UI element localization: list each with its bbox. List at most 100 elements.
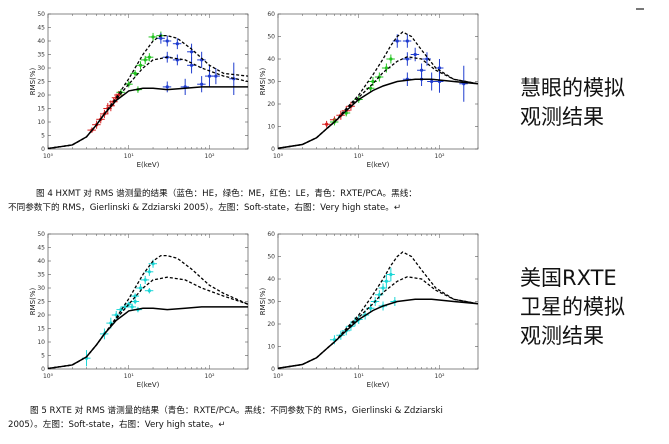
hxmt-title-line: 观测结果	[520, 105, 604, 129]
data-point	[147, 55, 151, 59]
data-point	[437, 66, 442, 70]
model-curve-solid	[48, 306, 248, 369]
x-tick-label: 10²	[204, 153, 215, 160]
hxmt-simulation-title: 慧眼的模拟 观测结果	[520, 74, 625, 132]
chart-svg-fig4-left: 0 5 10 15 20 25 30 35 40 45 50 10⁰ 10¹ 10² E(keV) RMS(%…	[29, 11, 249, 169]
data-point	[413, 52, 417, 57]
y-tick-label: 35	[37, 52, 45, 59]
data-point	[368, 306, 373, 310]
top-right-dash	[636, 8, 644, 10]
data-point	[189, 63, 194, 67]
data-point	[368, 86, 373, 90]
data-point	[143, 58, 147, 62]
fig5-caption-line: 2005）。左图：Soft-state，右图：Very high state。↵	[8, 420, 226, 430]
model-curve-dashed	[48, 56, 248, 149]
model-curve-solid	[48, 86, 248, 149]
data-point	[143, 278, 147, 282]
y-tick-label: 5	[41, 133, 45, 140]
y-tick-label: 45	[37, 25, 45, 32]
chart-panel-fig4-right: 0 10 20 30 40 50 60 10⁰ 10¹ 10² E(keV) RMS(%)	[258, 8, 488, 187]
data-point	[325, 122, 329, 126]
data-point	[207, 74, 212, 78]
data-point	[405, 57, 409, 61]
y-tick-label: 50	[37, 231, 45, 238]
model-curve-dashed	[278, 31, 478, 149]
data-point	[151, 35, 155, 39]
y-tick-label: 5	[41, 353, 45, 360]
y-tick-label: 50	[267, 34, 275, 41]
data-point	[138, 286, 143, 290]
chart-panel-fig5-right: 0 10 20 30 40 50 60 10⁰ 10¹ 10² E(keV) RMS(%)	[258, 228, 488, 407]
plot-frame	[47, 233, 249, 370]
y-tick-label: 20	[267, 321, 275, 328]
x-tick-label: 10¹	[354, 373, 365, 380]
data-point	[165, 85, 169, 89]
data-point	[419, 68, 424, 72]
x-axis-label: E(keV)	[367, 381, 390, 389]
fig4-caption: 图 4 HXMT 对 RMS 谱测量的结果（蓝色：HE，绿色：ME，红色：LE，…	[8, 187, 417, 215]
plot-area	[48, 31, 248, 149]
y-tick-label: 30	[37, 285, 45, 292]
y-tick-label: 40	[267, 56, 275, 63]
y-tick-label: 30	[267, 299, 275, 306]
model-curve-dashed	[48, 276, 248, 369]
y-tick-label: 50	[37, 11, 45, 18]
x-tick-label: 10⁰	[43, 373, 54, 380]
x-tick-label: 10⁰	[273, 153, 284, 160]
y-axis-label: RMS(%)	[259, 68, 267, 96]
y-tick-label: 30	[267, 79, 275, 86]
y-tick-label: 45	[37, 245, 45, 252]
data-point	[200, 82, 204, 86]
y-tick-label: 30	[37, 65, 45, 72]
x-tick-label: 10²	[204, 373, 215, 380]
chart-panel-fig4-left: 0 5 10 15 20 25 30 35 40 45 50 10⁰ 10¹ 10² E(keV) RMS(%…	[28, 8, 258, 187]
data-point	[430, 79, 434, 84]
data-point	[189, 50, 194, 54]
plot-area	[278, 251, 478, 369]
y-tick-label: 20	[267, 101, 275, 108]
chart-svg-fig5-left: 0 5 10 15 20 25 30 35 40 45 50 10⁰ 10¹ 10² E(keV) RMS(%…	[29, 231, 249, 389]
data-point	[405, 39, 409, 43]
y-tick-label: 0	[41, 146, 45, 153]
data-point	[389, 57, 393, 61]
rxte-title-line: 美国RXTE	[520, 266, 617, 290]
rxte-title-line: 卫星的模拟	[520, 295, 625, 319]
y-tick-label: 10	[267, 124, 275, 131]
model-curve-dashed	[278, 251, 478, 369]
data-point	[384, 279, 388, 283]
data-point	[165, 39, 169, 43]
plot-area	[278, 31, 478, 149]
chart-svg-fig4-right: 0 10 20 30 40 50 60 10⁰ 10¹ 10² E(keV) RMS(%)	[259, 11, 479, 169]
fig4-caption-line: 图 4 HXMT 对 RMS 谱测量的结果（蓝色：HE，绿色：ME，红色：LE，…	[36, 189, 417, 199]
data-point	[395, 39, 399, 43]
chart-panel-fig5-left: 0 5 10 15 20 25 30 35 40 45 50 10⁰ 10¹ 10² E(keV) RMS(%…	[28, 228, 258, 407]
y-tick-label: 20	[37, 312, 45, 319]
y-tick-label: 10	[37, 339, 45, 346]
data-point	[130, 305, 134, 309]
y-tick-label: 60	[267, 11, 275, 18]
y-tick-label: 35	[37, 272, 45, 279]
y-axis-label: RMS(%)	[29, 288, 37, 316]
plot-area	[48, 254, 248, 369]
y-axis-label: RMS(%)	[259, 288, 267, 316]
hxmt-title-line: 慧眼的模拟	[520, 76, 625, 100]
y-tick-label: 25	[37, 299, 45, 306]
data-point	[133, 71, 137, 75]
y-tick-label: 50	[267, 254, 275, 261]
x-tick-label: 10⁰	[43, 153, 54, 160]
x-axis-label: E(keV)	[367, 161, 390, 169]
plot-frame	[277, 13, 479, 150]
fig5-caption-line: 图 5 RXTE 对 RMS 谱测量的结果（青色：RXTE/PCA。黑线：不同参…	[30, 406, 443, 416]
y-tick-label: 40	[37, 258, 45, 265]
y-tick-label: 15	[37, 106, 45, 113]
data-point	[425, 57, 429, 61]
y-tick-label: 0	[271, 366, 275, 373]
fig5-caption: 图 5 RXTE 对 RMS 谱测量的结果（青色：RXTE/PCA。黑线：不同参…	[8, 404, 443, 432]
y-tick-label: 10	[267, 344, 275, 351]
rxte-simulation-title: 美国RXTE 卫星的模拟 观测结果	[520, 264, 625, 351]
y-tick-label: 25	[37, 79, 45, 86]
plot-frame	[47, 13, 249, 150]
data-point	[214, 74, 218, 78]
data-point	[381, 286, 385, 290]
y-tick-label: 15	[37, 326, 45, 333]
